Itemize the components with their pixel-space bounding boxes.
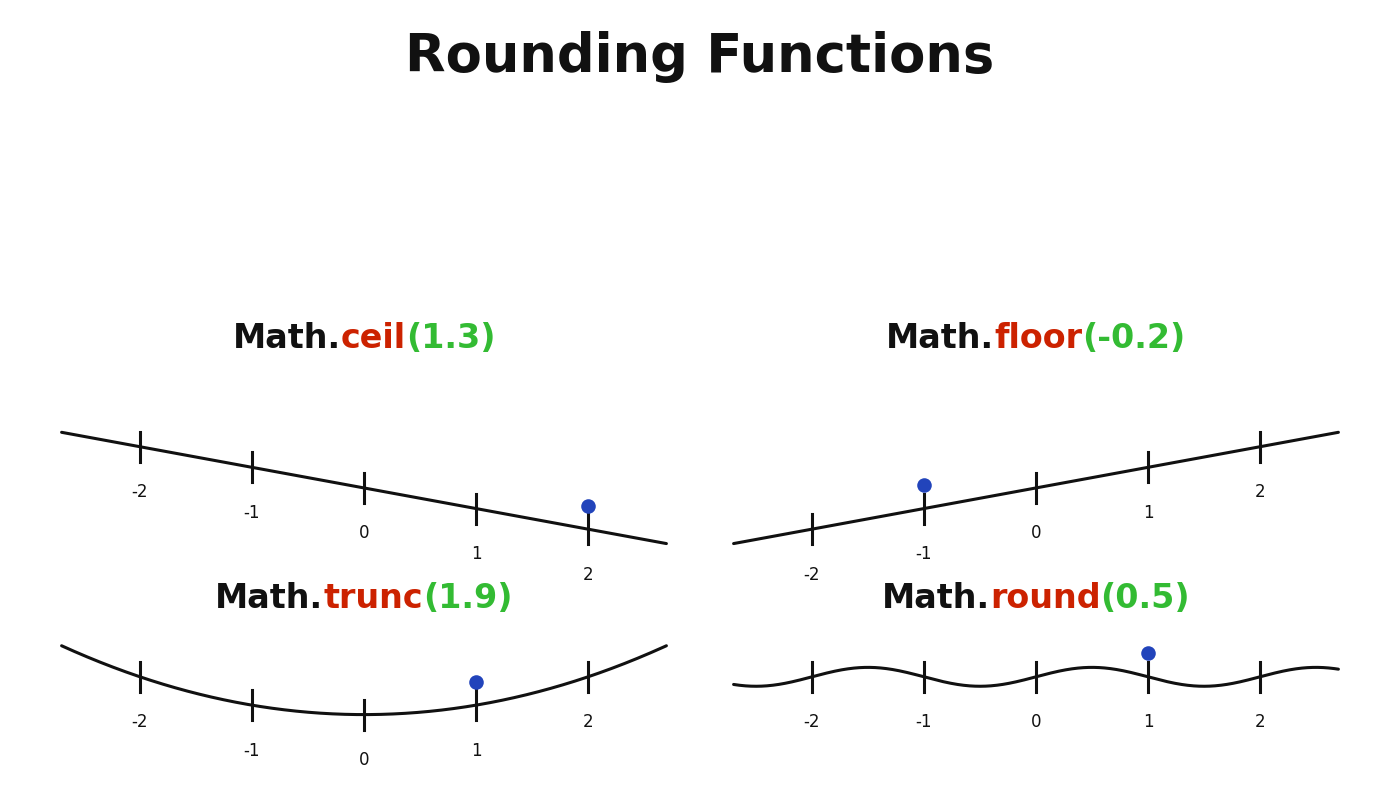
Text: (1.3): (1.3) xyxy=(406,322,496,355)
Text: 0: 0 xyxy=(1030,713,1042,731)
Text: 1: 1 xyxy=(470,545,482,563)
Point xyxy=(1137,647,1159,660)
Text: 2: 2 xyxy=(1254,713,1266,731)
Point xyxy=(465,675,487,688)
Text: 1: 1 xyxy=(470,741,482,759)
Text: 2: 2 xyxy=(1254,483,1266,501)
Text: floor: floor xyxy=(994,322,1082,355)
Text: round: round xyxy=(990,582,1100,615)
Text: 0: 0 xyxy=(1030,524,1042,542)
Text: 1: 1 xyxy=(1142,504,1154,522)
Text: Rounding Functions: Rounding Functions xyxy=(406,31,994,83)
Text: Math.: Math. xyxy=(886,322,994,355)
Text: ceil: ceil xyxy=(340,322,406,355)
Text: -1: -1 xyxy=(916,713,932,731)
Text: -1: -1 xyxy=(916,545,932,563)
Text: (-0.2): (-0.2) xyxy=(1082,322,1186,355)
Text: trunc: trunc xyxy=(323,582,423,615)
Point xyxy=(577,499,599,512)
Text: -2: -2 xyxy=(132,483,148,501)
Text: Math.: Math. xyxy=(232,322,340,355)
Text: Math.: Math. xyxy=(882,582,990,615)
Text: 0: 0 xyxy=(358,524,370,542)
Text: 2: 2 xyxy=(582,713,594,731)
Text: (1.9): (1.9) xyxy=(423,582,512,615)
Text: -1: -1 xyxy=(244,504,260,522)
Point xyxy=(913,478,935,491)
Text: 0: 0 xyxy=(358,751,370,769)
Text: (0.5): (0.5) xyxy=(1100,582,1190,615)
Text: -2: -2 xyxy=(132,713,148,731)
Text: Math.: Math. xyxy=(216,582,323,615)
Text: -1: -1 xyxy=(244,741,260,759)
Text: 2: 2 xyxy=(582,566,594,584)
Text: -2: -2 xyxy=(804,713,820,731)
Text: -2: -2 xyxy=(804,566,820,584)
Text: 1: 1 xyxy=(1142,713,1154,731)
